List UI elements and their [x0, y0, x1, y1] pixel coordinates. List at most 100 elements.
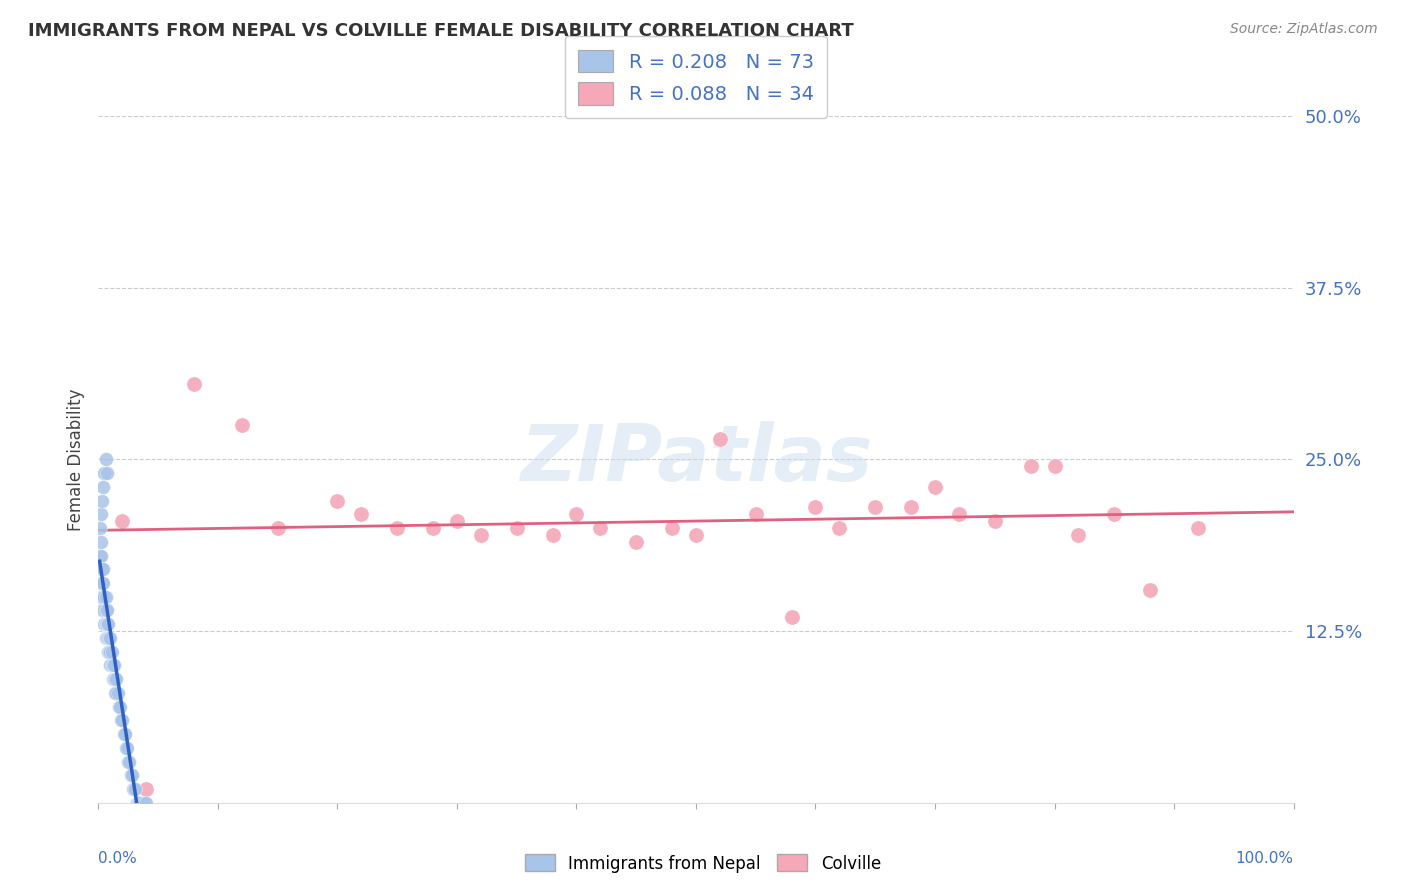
Point [104, 686, 127, 700]
Point [780, 610, 803, 624]
Point [93, 590, 115, 604]
Point [626, 534, 648, 549]
Point [135, 782, 157, 797]
Text: 100.0%: 100.0% [1236, 851, 1294, 866]
Point [90, 576, 112, 591]
Point [1019, 459, 1042, 474]
Text: 0.0%: 0.0% [98, 851, 138, 866]
Point [91, 493, 114, 508]
Point [94, 631, 117, 645]
Point [96, 603, 118, 617]
Point [107, 686, 129, 700]
Point [93, 617, 115, 632]
Point [89, 562, 111, 576]
Point [98, 645, 121, 659]
Point [89, 521, 111, 535]
Y-axis label: Female Disability: Female Disability [66, 388, 84, 531]
Point [90, 562, 112, 576]
Point [231, 417, 253, 432]
Text: Source: ZipAtlas.com: Source: ZipAtlas.com [1230, 22, 1378, 37]
Point [948, 508, 970, 522]
Point [122, 782, 145, 797]
Point [115, 740, 138, 755]
Point [828, 521, 851, 535]
Point [98, 631, 121, 645]
Point [127, 796, 149, 810]
Point [117, 755, 139, 769]
Point [103, 658, 125, 673]
Point [1043, 459, 1066, 474]
Point [924, 480, 946, 494]
Point [90, 508, 112, 522]
Point [96, 631, 118, 645]
Point [900, 500, 922, 515]
Point [541, 528, 564, 542]
Point [93, 466, 115, 480]
Point [111, 514, 134, 528]
Point [326, 493, 349, 508]
Point [589, 521, 612, 535]
Legend: Immigrants from Nepal, Colville: Immigrants from Nepal, Colville [519, 847, 887, 880]
Point [100, 658, 122, 673]
Point [90, 549, 112, 563]
Legend: R = 0.208   N = 73, R = 0.088   N = 34: R = 0.208 N = 73, R = 0.088 N = 34 [565, 37, 827, 119]
Point [91, 576, 114, 591]
Point [446, 514, 468, 528]
Point [94, 452, 117, 467]
Point [103, 672, 125, 686]
Point [93, 603, 115, 617]
Point [121, 768, 143, 782]
Point [984, 514, 1007, 528]
Point [97, 631, 120, 645]
Point [565, 508, 588, 522]
Point [1187, 521, 1209, 535]
Text: ZIPatlas: ZIPatlas [520, 421, 872, 498]
Point [97, 617, 120, 632]
Point [96, 466, 118, 480]
Point [506, 521, 529, 535]
Point [91, 576, 114, 591]
Point [267, 521, 290, 535]
Point [94, 617, 117, 632]
Point [804, 500, 827, 515]
Point [91, 590, 114, 604]
Point [1139, 582, 1161, 597]
Point [865, 500, 887, 515]
Point [98, 631, 122, 645]
Point [128, 796, 150, 810]
Point [745, 508, 768, 522]
Point [132, 796, 155, 810]
Point [111, 714, 134, 728]
Point [91, 562, 114, 576]
Point [89, 549, 111, 563]
Point [105, 672, 128, 686]
Point [94, 603, 117, 617]
Point [350, 508, 373, 522]
Point [89, 576, 111, 591]
Point [124, 782, 146, 797]
Point [709, 432, 731, 446]
Point [112, 727, 135, 741]
Point [118, 755, 141, 769]
Point [124, 782, 146, 797]
Point [91, 603, 114, 617]
Point [90, 590, 112, 604]
Point [110, 714, 132, 728]
Point [385, 521, 409, 535]
Point [120, 768, 142, 782]
Point [1104, 508, 1126, 522]
Point [685, 528, 707, 542]
Point [104, 672, 127, 686]
Point [97, 645, 120, 659]
Point [100, 645, 122, 659]
Point [98, 645, 122, 659]
Point [1067, 528, 1090, 542]
Point [422, 521, 444, 535]
Point [91, 562, 114, 576]
Point [91, 480, 114, 494]
Point [108, 699, 131, 714]
Point [94, 590, 117, 604]
Point [129, 796, 152, 810]
Point [135, 796, 157, 810]
Point [107, 699, 129, 714]
